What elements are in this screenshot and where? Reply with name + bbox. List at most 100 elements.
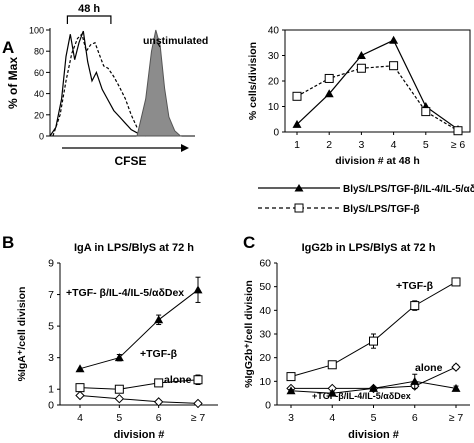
histogram-y-tick-label: 0 — [39, 132, 44, 142]
unstimulated-pointer — [156, 42, 161, 48]
y-tick-label: 0 — [48, 400, 54, 412]
division-point — [292, 119, 302, 128]
x-tick-label: 4 — [77, 412, 83, 424]
data-point — [154, 378, 164, 388]
legend-square-marker — [294, 203, 304, 213]
division-series-line-1 — [296, 65, 459, 132]
division-series-line-0 — [296, 39, 459, 130]
y-tick-label: 40 — [259, 305, 271, 317]
y-tick-label: 0 — [265, 400, 271, 412]
panel-letter-c: C — [243, 233, 255, 252]
x-axis-label: division # — [348, 429, 399, 441]
x-tick-label: 5 — [371, 412, 377, 424]
x-tick-label: 6 — [412, 412, 418, 424]
data-point — [451, 277, 461, 287]
series-label: alone — [415, 362, 443, 374]
division-point — [292, 91, 302, 101]
division-point — [389, 61, 399, 71]
division-x-tick-label: 4 — [391, 139, 397, 151]
series-line-1 — [79, 379, 199, 390]
x-tick-label: ≥ 7 — [449, 412, 464, 424]
data-point — [153, 397, 164, 407]
data-point — [327, 360, 337, 370]
bracket-48h — [66, 15, 112, 24]
data-point — [410, 301, 420, 311]
data-point — [193, 285, 203, 294]
data-point — [410, 376, 420, 385]
histogram-series-solid — [49, 30, 146, 137]
data-point — [451, 362, 461, 372]
division-point — [453, 126, 463, 136]
histogram-y-tick-label: 100 — [29, 26, 44, 36]
histogram-y-axis-label: % of Max — [6, 57, 20, 109]
division-point — [421, 107, 431, 117]
y-tick-label: 9 — [48, 258, 54, 270]
y-tick-label: 10 — [259, 376, 271, 388]
y-tick-label: 7 — [48, 289, 54, 301]
panel-c-igg2b-chart: 0 10 20 30 40 50 60 3 4 5 6 ≥ 7 division # IgG2b in L… — [243, 242, 470, 441]
histogram-x-axis-label: CFSE — [114, 154, 146, 168]
unstimulated-annotation: unstimulated — [143, 35, 208, 47]
series-label: alone — [164, 374, 192, 386]
division-x-tick-label: 3 — [358, 139, 364, 151]
data-point — [114, 384, 124, 394]
division-y-tick-label: 0 — [273, 128, 279, 139]
x-axis-label: division # — [114, 429, 165, 441]
series-line-0 — [79, 289, 199, 370]
data-point — [193, 398, 203, 409]
series-label: +TGF- β/IL-4/IL-5/αδDex — [66, 287, 184, 299]
y-tick-label: 60 — [259, 258, 271, 270]
histogram-y-tick-label: 60 — [34, 68, 44, 78]
data-point — [451, 383, 461, 392]
data-point — [75, 383, 85, 393]
data-point — [114, 353, 124, 362]
legend-triangle-marker — [294, 184, 304, 192]
y-tick-label: 3 — [48, 352, 54, 364]
division-x-tick-label: ≥ 6 — [451, 139, 466, 151]
x-tick-label: 5 — [116, 412, 122, 424]
division-x-tick-label: 1 — [294, 139, 300, 151]
series-line-2 — [79, 395, 199, 404]
chart-title: IgG2b in LPS/BlyS at 72 h — [302, 242, 436, 254]
division-point — [356, 51, 366, 59]
y-axis-label: %IgG2b⁺/cell division — [243, 280, 255, 388]
panel-a-division-chart: 0 10 20 30 40 1 2 3 4 5 ≥ 6 division # at 48 h % cel… — [247, 26, 471, 167]
data-point — [154, 315, 164, 324]
y-tick-label: 50 — [259, 281, 271, 293]
series-label: +TGF-β — [396, 280, 434, 292]
legend-dashed-label: BlyS/LPS/TGF-β — [343, 204, 420, 215]
data-point — [193, 375, 203, 385]
panel-letter-b: B — [2, 233, 14, 252]
y-tick-label: 30 — [259, 329, 271, 341]
division-chart-frame — [284, 29, 471, 133]
division-y-axis-label: % cells/division — [247, 42, 259, 120]
histogram-y-tick-label: 20 — [34, 110, 44, 120]
x-tick-label: 3 — [288, 412, 294, 424]
series-label: +TGF-β — [140, 348, 178, 360]
division-y-tick-label: 30 — [268, 51, 280, 62]
histogram-series-dashed — [52, 33, 149, 137]
division-point — [324, 89, 334, 98]
data-point — [75, 390, 85, 401]
division-point — [356, 63, 366, 73]
data-point — [286, 386, 296, 395]
division-x-tick-label: 5 — [423, 139, 429, 151]
y-tick-label: 20 — [259, 352, 271, 364]
data-point — [286, 372, 296, 382]
division-y-tick-label: 40 — [268, 26, 280, 37]
division-point — [324, 73, 334, 83]
x-tick-label: ≥ 7 — [191, 412, 206, 424]
histogram-y-tick-label: 40 — [34, 89, 44, 99]
division-x-axis-label: division # at 48 h — [335, 155, 420, 167]
data-point — [75, 364, 85, 373]
histogram-series-unstimulated — [136, 29, 182, 137]
data-point — [114, 393, 125, 404]
x-tick-label: 6 — [156, 412, 162, 424]
data-point — [327, 388, 337, 397]
y-tick-label: 1 — [48, 384, 54, 396]
chart-title: IgA in LPS/BlyS at 72 h — [74, 242, 194, 254]
bracket-label: 48 h — [78, 3, 100, 15]
division-point — [389, 35, 399, 44]
panel-a-histogram: 0 20 40 60 80 100 % of Max CFSE 48 h unstimulated — [6, 3, 208, 168]
